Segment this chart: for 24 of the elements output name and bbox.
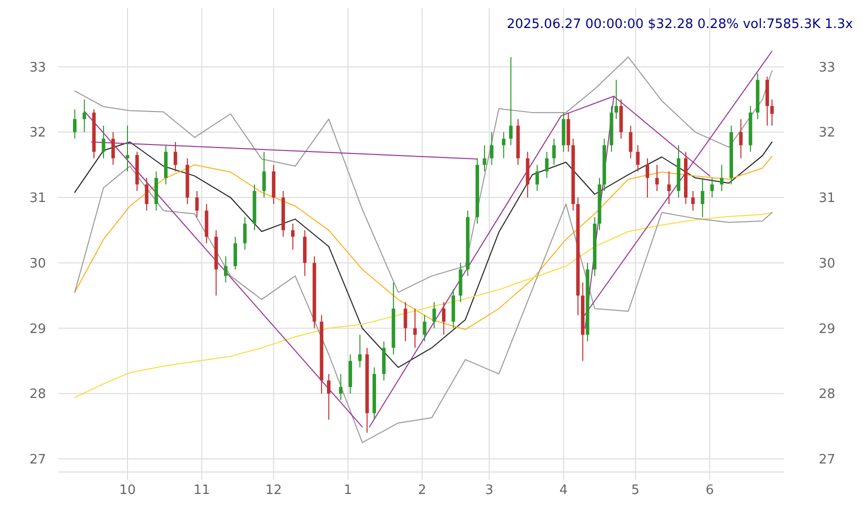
y2-tick-label: 28: [818, 387, 836, 402]
y2-tick-label: 31: [818, 191, 836, 206]
y-tick-label: 32: [29, 126, 46, 141]
y2-tick-label: 33: [818, 60, 836, 76]
y-tick-label: 28: [29, 387, 46, 402]
y2-tick-label: 29: [818, 322, 836, 337]
x-tick-label: 6: [706, 483, 714, 498]
y2-tick-label: 27: [818, 452, 836, 468]
x-tick-label: 1: [344, 483, 352, 498]
annotation: 2025.06.27 00:00:00 $32.28 0.28% vol:7585.3K 1.3x: [506, 17, 854, 32]
x-tick-label: 3: [485, 483, 494, 498]
y2-tick-label: 32: [818, 126, 836, 141]
y-tick-label: 33: [29, 60, 46, 76]
x-tick-label: 12: [265, 483, 282, 498]
y-tick-label: 31: [29, 191, 46, 206]
x-tick-label: 11: [193, 483, 210, 498]
x-tick-label: 10: [119, 483, 136, 498]
y-tick-label: 27: [29, 452, 46, 468]
x-tick-label: 4: [559, 483, 568, 498]
y-tick-label: 29: [29, 322, 46, 337]
y2-tick-label: 30: [818, 256, 836, 272]
x-tick-label: 2: [418, 483, 426, 498]
x-tick-label: 5: [631, 483, 640, 498]
y-tick-label: 30: [29, 256, 46, 272]
